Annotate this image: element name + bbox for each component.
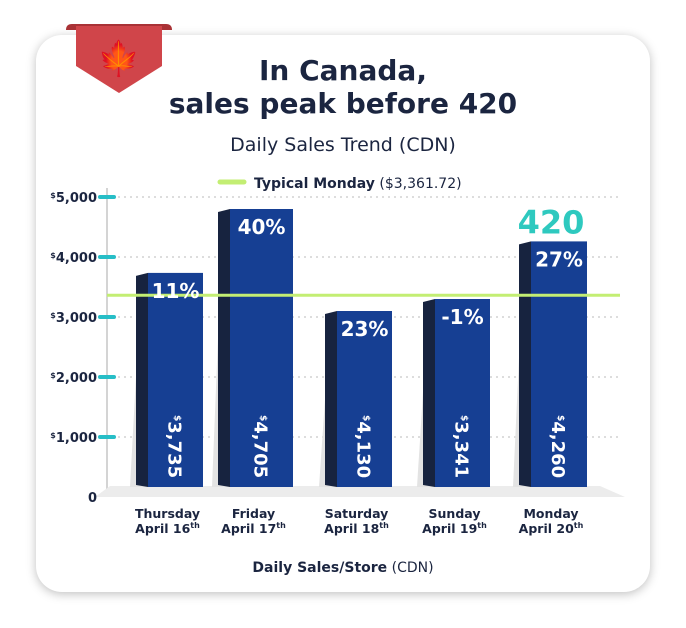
percent-label: 40% (238, 215, 286, 239)
maple-leaf-icon: 🍁 (98, 39, 140, 79)
percent-label: 11% (152, 279, 200, 303)
x-label-day: Sunday (429, 506, 481, 521)
bar-side (218, 209, 230, 487)
bar-side (136, 272, 148, 487)
y-tick-label: $1,000 (50, 431, 97, 446)
x-label-day: Thursday (135, 506, 200, 521)
value-label: $3,341 (451, 415, 472, 478)
percent-label: -1% (441, 305, 483, 329)
title-line-2: sales peak before 420 (169, 87, 517, 120)
x-label-day: Saturday (325, 506, 389, 521)
legend-label: Typical Monday (254, 176, 375, 192)
percent-label: 27% (535, 247, 583, 271)
y-tick-label: $3,000 (50, 311, 97, 326)
bar-side (423, 299, 435, 487)
x-label-date: April 17th (221, 521, 286, 536)
legend: Typical Monday ($3,361.72) (217, 176, 462, 192)
y-tick-label: $5,000 (50, 191, 97, 206)
y-tick-label: $4,000 (50, 251, 97, 266)
bar (148, 272, 203, 487)
annotation-420: 420 (518, 203, 585, 241)
x-label-date: April 19th (422, 521, 487, 536)
bar (531, 241, 587, 487)
title-line-1: In Canada, (259, 54, 427, 87)
value-label: $4,130 (353, 415, 374, 478)
value-label: $4,705 (250, 415, 271, 478)
bar (230, 209, 293, 487)
percent-label: 23% (341, 317, 389, 341)
svg-text:Typical Monday ($3,361.72): Typical Monday ($3,361.72) (254, 176, 462, 192)
y-tick-label: $2,000 (50, 371, 97, 386)
y-tick-label: 0 (88, 491, 97, 506)
x-label-date: April 20th (519, 521, 584, 536)
x-label-date: April 16th (135, 521, 200, 536)
bar-side (325, 311, 337, 487)
bar (337, 311, 392, 487)
ribbon-badge: 🍁 (66, 24, 172, 93)
value-label: $4,260 (547, 415, 568, 478)
subtitle: Daily Sales Trend (CDN) (230, 134, 456, 156)
floor (95, 486, 625, 497)
x-label-day: Monday (523, 506, 578, 521)
x-axis-title: Daily Sales/Store (CDN) (252, 560, 433, 576)
bar-side (519, 241, 531, 487)
legend-value: 3,361.72 (394, 176, 456, 192)
x-label-day: Friday (232, 506, 275, 521)
x-label-date: April 18th (324, 521, 389, 536)
value-label: $3,735 (164, 415, 185, 478)
bar (435, 299, 490, 487)
